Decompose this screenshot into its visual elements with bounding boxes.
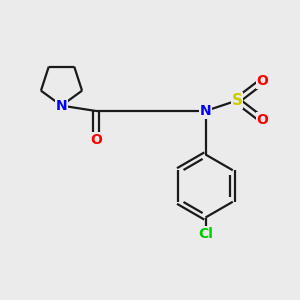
Text: O: O [256, 74, 268, 88]
Text: S: S [232, 93, 242, 108]
Text: O: O [90, 133, 102, 146]
Text: Cl: Cl [198, 227, 213, 241]
Text: N: N [56, 99, 67, 112]
Text: O: O [256, 113, 268, 127]
Text: N: N [200, 104, 211, 118]
